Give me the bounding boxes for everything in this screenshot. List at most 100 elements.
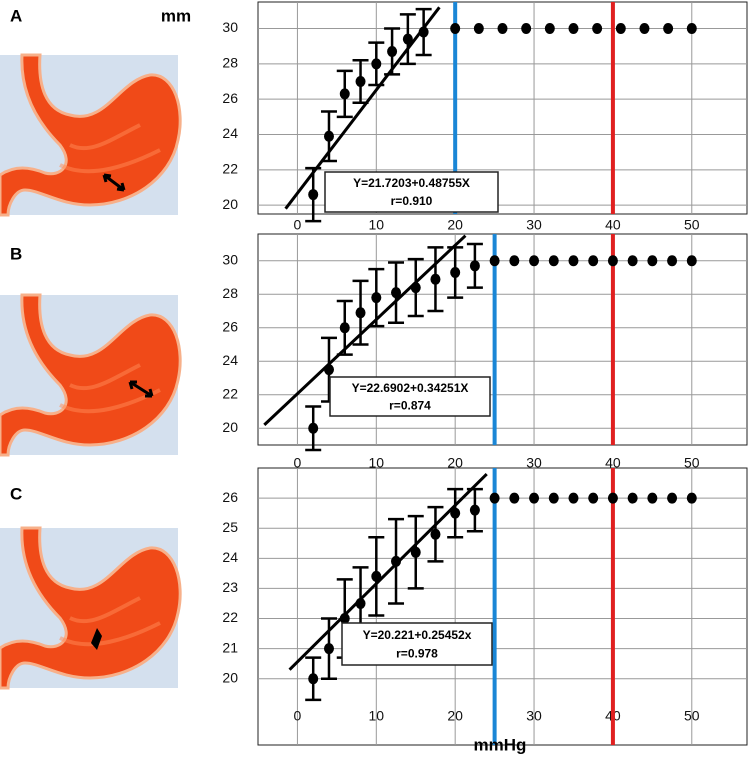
- x-tick-label: 20: [447, 708, 463, 724]
- y-tick-label: 30: [222, 19, 238, 35]
- data-point: [339, 613, 350, 625]
- x-tick-label: 20: [447, 455, 463, 471]
- y-tick-label: 25: [222, 519, 238, 535]
- data-point: [355, 307, 366, 319]
- data-point: [323, 643, 334, 655]
- data-point: [607, 255, 618, 267]
- y-tick-label: 26: [222, 90, 238, 106]
- data-point: [402, 33, 413, 45]
- data-point: [497, 23, 508, 34]
- data-point: [489, 492, 500, 504]
- x-axis-label: mmHg: [474, 735, 527, 754]
- data-point: [686, 492, 697, 504]
- y-tick-label: 20: [222, 419, 238, 435]
- y-tick-label: 26: [222, 489, 238, 505]
- y-tick-label: 22: [222, 609, 238, 625]
- data-point: [371, 58, 382, 70]
- x-tick-label: 50: [684, 708, 700, 724]
- x-tick-label: 50: [684, 217, 700, 233]
- data-point: [667, 492, 678, 504]
- y-tick-label: 24: [222, 549, 238, 565]
- x-tick-label: 40: [605, 455, 621, 471]
- x-tick-label: 40: [605, 217, 621, 233]
- x-tick-label: 0: [294, 217, 302, 233]
- y-tick-label: 26: [222, 318, 238, 334]
- data-point: [410, 546, 421, 558]
- data-point: [548, 255, 559, 267]
- panel-label: A: [10, 6, 22, 25]
- y-tick-label: 24: [222, 352, 238, 368]
- data-point: [418, 26, 429, 38]
- panel-label: B: [10, 244, 22, 263]
- plot-area: [257, 467, 748, 746]
- x-tick-label: 30: [526, 217, 542, 233]
- fit-line: [284, 6, 441, 210]
- data-point: [568, 255, 579, 267]
- x-tick-label: 10: [369, 217, 385, 233]
- data-point: [323, 130, 334, 142]
- data-point: [308, 673, 319, 685]
- fit-line: [288, 472, 488, 671]
- r-value: r=0.910: [391, 194, 433, 208]
- stomach-illustration: [0, 526, 183, 690]
- data-point: [592, 23, 603, 34]
- x-tick-label: 20: [447, 217, 463, 233]
- data-point: [355, 597, 366, 609]
- y-tick-label: 21: [222, 639, 238, 655]
- data-point: [588, 255, 599, 267]
- data-point: [308, 422, 319, 434]
- y-tick-label: 28: [222, 55, 238, 71]
- data-point: [627, 492, 638, 504]
- data-point: [647, 255, 658, 267]
- fit-line: [263, 234, 467, 426]
- stomach-illustration: [0, 53, 183, 217]
- stomach-illustration: [0, 293, 183, 457]
- x-tick-label: 30: [526, 455, 542, 471]
- y-tick-label: 28: [222, 285, 238, 301]
- data-point: [627, 255, 638, 267]
- data-point: [473, 23, 484, 34]
- x-tick-label: 50: [684, 455, 700, 471]
- x-tick-label: 10: [369, 455, 385, 471]
- data-point: [469, 504, 480, 516]
- x-tick-label: 30: [526, 708, 542, 724]
- data-point: [355, 76, 366, 87]
- data-point: [663, 23, 674, 34]
- data-point: [548, 492, 559, 504]
- y-tick-label: 30: [222, 251, 238, 267]
- measure-arrow: [128, 380, 154, 398]
- r-value: r=0.978: [396, 647, 438, 661]
- data-point: [371, 570, 382, 582]
- equation-box: [341, 622, 493, 666]
- data-point: [371, 292, 382, 304]
- equation-box: [324, 171, 499, 213]
- data-point: [521, 23, 532, 34]
- measure-arrow: [91, 628, 102, 650]
- data-point: [339, 88, 350, 100]
- data-point: [410, 282, 421, 294]
- data-point: [544, 23, 555, 34]
- data-point: [323, 364, 334, 376]
- data-point: [686, 255, 697, 267]
- data-point: [339, 322, 350, 334]
- r-value: r=0.874: [389, 398, 431, 412]
- y-axis-label: mm: [161, 6, 191, 25]
- data-point: [667, 255, 678, 267]
- data-point: [430, 273, 441, 285]
- equation: Y=20.221+0.25452x: [363, 628, 472, 642]
- data-point: [647, 492, 658, 504]
- data-point: [529, 492, 540, 504]
- measure-arrow: [102, 173, 126, 192]
- data-point: [509, 492, 520, 504]
- data-point: [387, 45, 398, 57]
- data-point: [509, 255, 520, 267]
- equation-box: [329, 376, 491, 417]
- x-tick-label: 10: [369, 708, 385, 724]
- y-tick-label: 20: [222, 196, 238, 212]
- data-point: [568, 492, 579, 504]
- data-point: [308, 189, 319, 201]
- equation: Y=21.7203+0.48755X: [353, 176, 470, 190]
- data-point: [391, 287, 402, 299]
- data-point: [391, 555, 402, 567]
- data-point: [450, 267, 461, 279]
